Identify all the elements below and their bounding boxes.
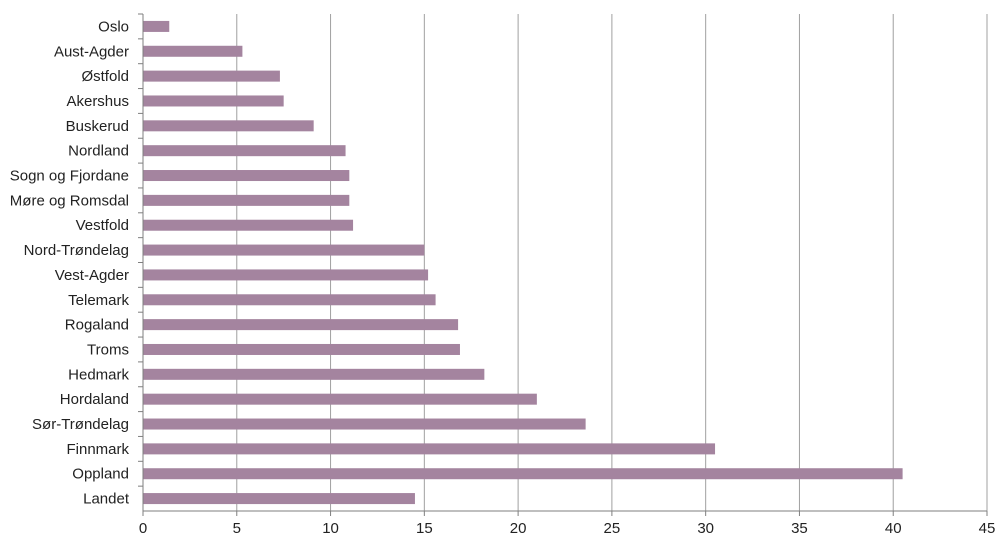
category-label-18: Oppland (72, 466, 129, 483)
category-label-14: Hedmark (68, 366, 129, 383)
category-label-12: Rogaland (65, 317, 129, 334)
bar-18 (143, 468, 903, 480)
category-label-17: Finnmark (66, 441, 129, 458)
category-label-1: Aust-Agder (54, 43, 129, 60)
category-label-10: Vest-Agder (55, 267, 129, 284)
gridlines (236, 14, 988, 511)
bar-11 (143, 294, 436, 306)
bar-19 (143, 493, 415, 505)
bar-12 (143, 319, 459, 331)
bars (143, 20, 903, 505)
axes (138, 13, 988, 516)
category-label-7: Møre og Romsdal (10, 192, 129, 209)
bar-10 (143, 269, 429, 281)
bar-14 (143, 368, 485, 380)
bar-4 (143, 120, 314, 132)
x-tick-label-6: 30 (697, 520, 714, 537)
category-label-9: Nord-Trøndelag (24, 242, 129, 259)
category-label-4: Buskerud (66, 118, 129, 135)
category-label-8: Vestfold (76, 217, 129, 234)
x-tick-label-7: 35 (791, 520, 808, 537)
x-tick-label-1: 5 (233, 520, 241, 537)
x-tick-label-4: 20 (510, 520, 527, 537)
category-label-11: Telemark (68, 292, 129, 309)
x-tick-label-0: 0 (139, 520, 147, 537)
category-label-0: Oslo (98, 18, 129, 35)
x-tick-label-9: 45 (979, 520, 996, 537)
bar-9 (143, 244, 425, 256)
bar-0 (143, 20, 170, 32)
bar-16 (143, 418, 586, 430)
bar-7 (143, 194, 350, 206)
category-label-2: Østfold (81, 68, 129, 85)
category-label-15: Hordaland (60, 391, 129, 408)
bar-8 (143, 219, 354, 231)
bar-5 (143, 145, 346, 157)
x-tick-label-8: 40 (885, 520, 902, 537)
bar-17 (143, 443, 716, 455)
bar-6 (143, 170, 350, 182)
category-label-5: Nordland (68, 143, 129, 160)
category-label-13: Troms (87, 341, 129, 358)
x-tick-label-5: 25 (604, 520, 621, 537)
bar-2 (143, 70, 280, 82)
bar-15 (143, 393, 537, 405)
category-label-19: Landet (83, 491, 130, 508)
bar-13 (143, 343, 460, 355)
category-label-16: Sør-Trøndelag (32, 416, 129, 433)
x-tick-label-2: 10 (322, 520, 339, 537)
category-label-3: Akershus (66, 93, 129, 110)
category-label-6: Sogn og Fjordane (10, 168, 129, 185)
bar-1 (143, 45, 243, 57)
category-labels: Oslo Aust-Agder Østfold Akershus Buskerud Nor… (10, 18, 130, 507)
x-tick-labels: 0 5 10 15 20 25 30 35 40 45 (139, 520, 996, 537)
bar-3 (143, 95, 284, 107)
x-tick-label-3: 15 (416, 520, 433, 537)
